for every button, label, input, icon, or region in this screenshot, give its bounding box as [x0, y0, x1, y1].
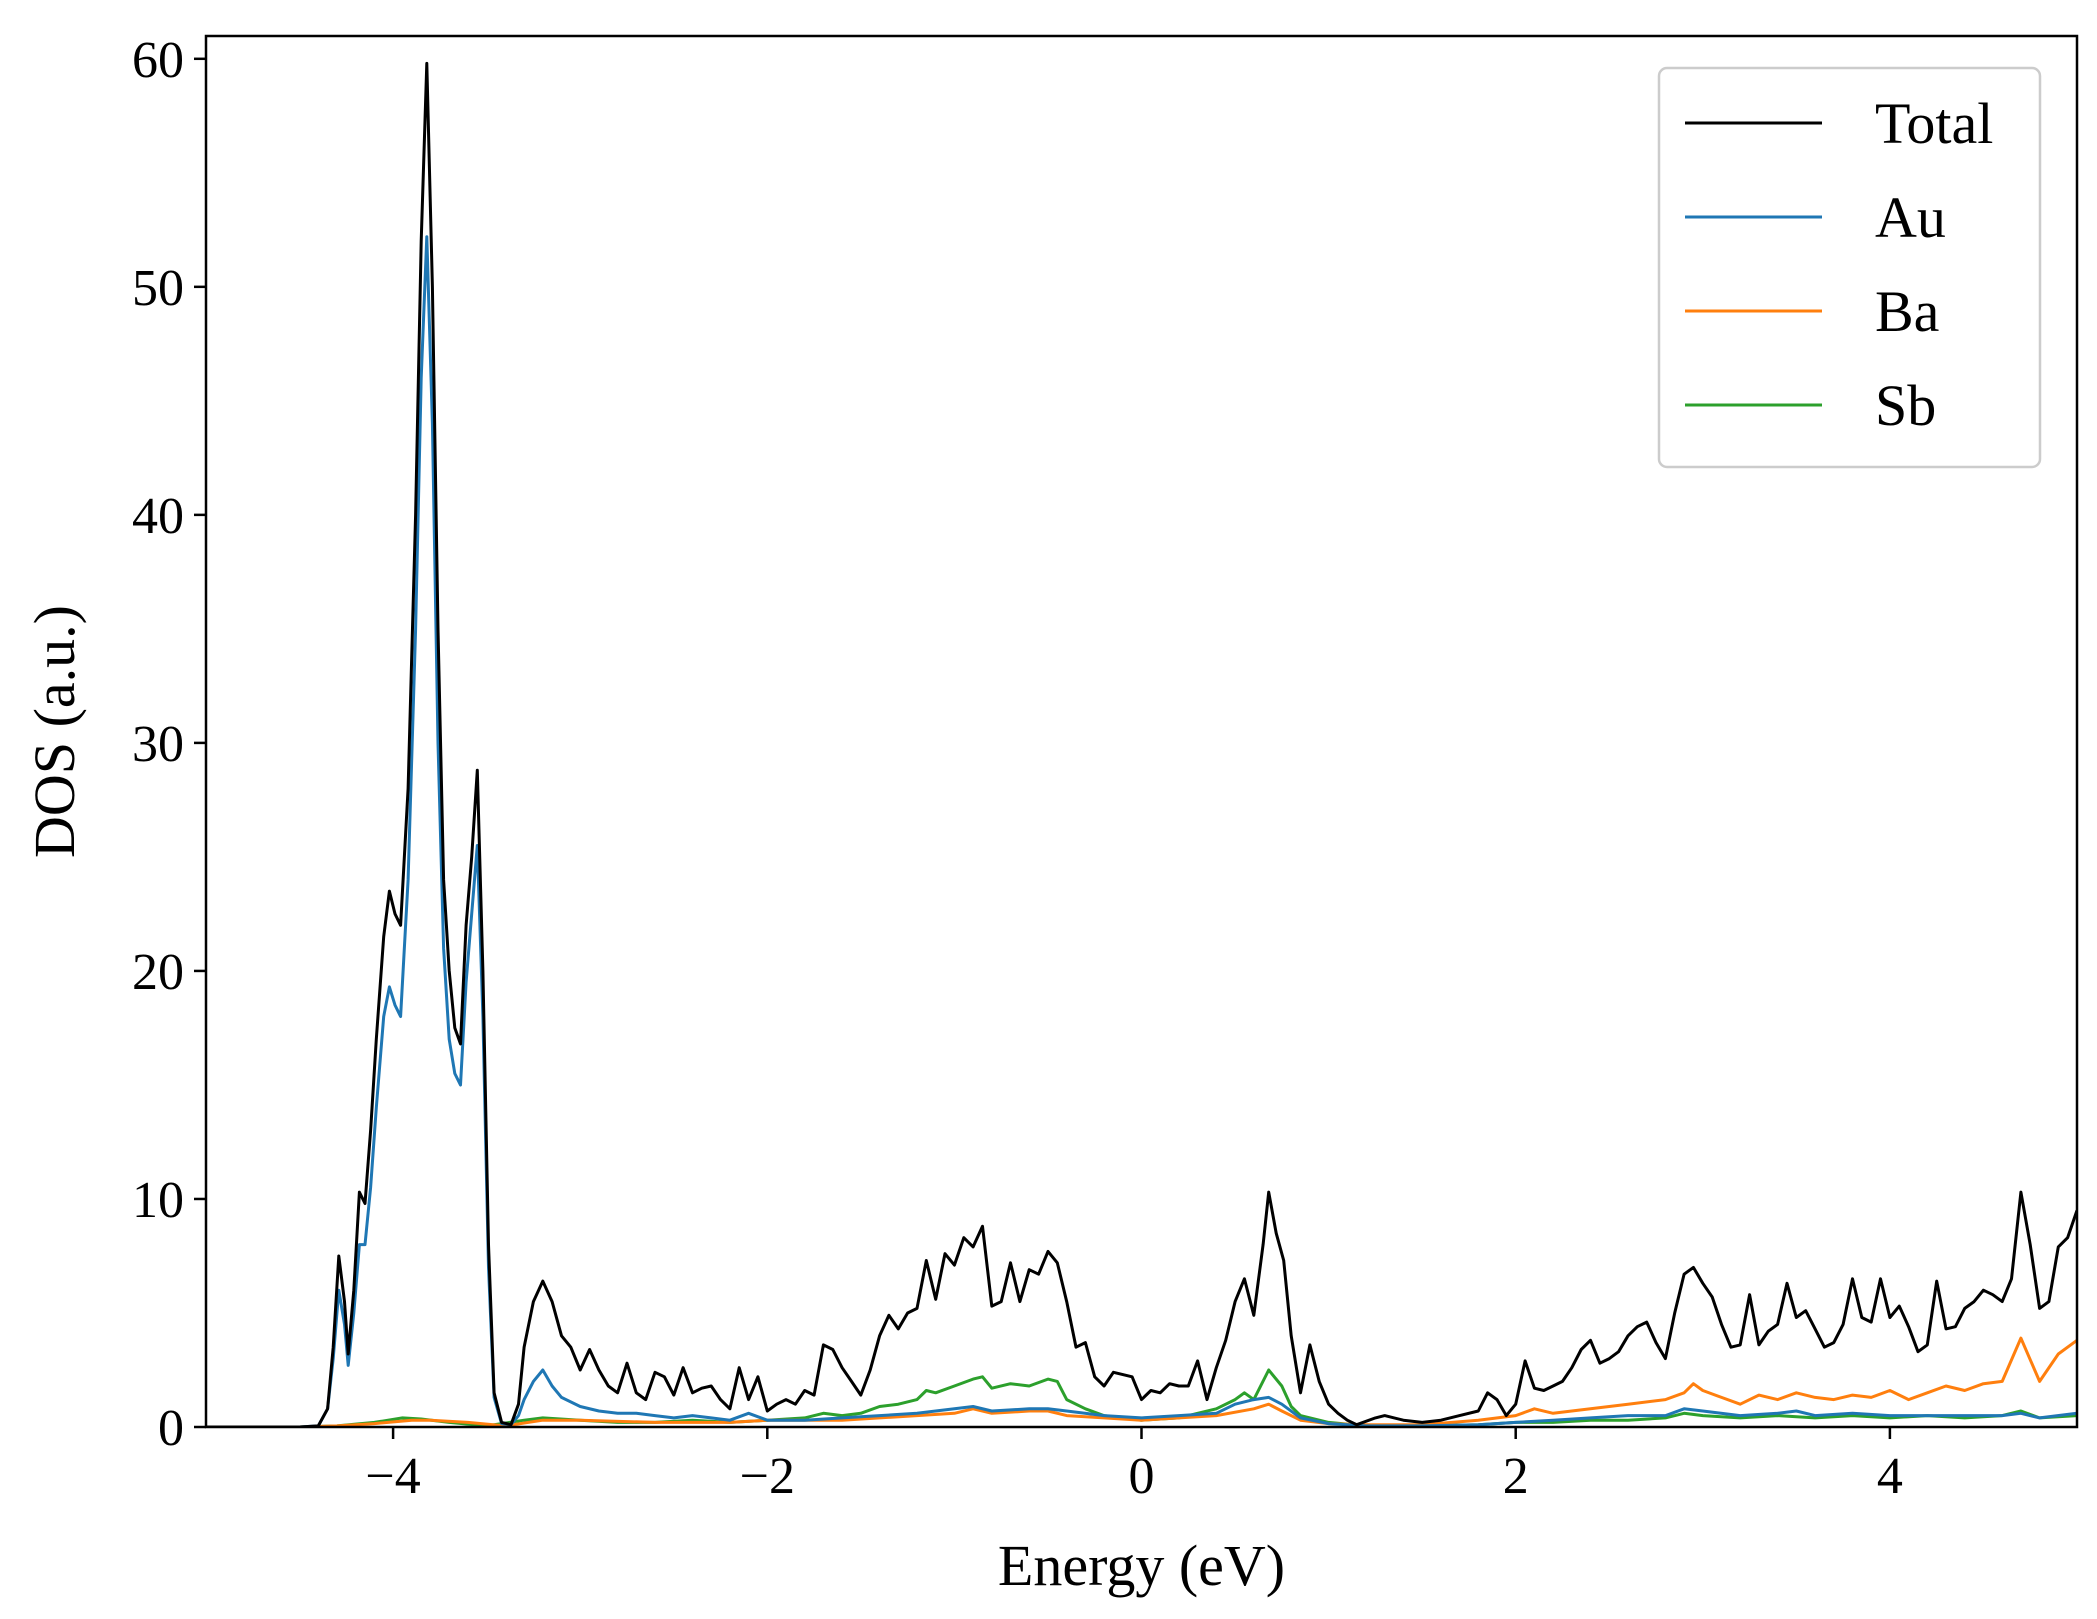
legend-label-total: Total: [1875, 91, 1993, 156]
y-tick-label: 50: [132, 260, 184, 317]
legend-label-au: Au: [1875, 185, 1946, 250]
x-tick-label: 0: [1129, 1448, 1155, 1505]
y-tick-label: 60: [132, 32, 184, 89]
series-layer: [206, 61, 2077, 1427]
y-tick-label: 30: [132, 716, 184, 773]
y-tick-label: 10: [132, 1172, 184, 1229]
legend: Total Au Ba Sb: [1657, 66, 2042, 469]
series-line-total: [206, 61, 2077, 1427]
x-tick-label: −2: [740, 1448, 795, 1505]
y-tick-label: 40: [132, 488, 184, 545]
y-tick-label: 0: [158, 1400, 184, 1457]
series-line-ba: [206, 1336, 2077, 1427]
x-tick-label: 4: [1877, 1448, 1903, 1505]
series-line-au: [206, 235, 2077, 1427]
x-tick-label: 2: [1503, 1448, 1529, 1505]
legend-label-ba: Ba: [1875, 279, 1939, 344]
x-tick-label: −4: [365, 1448, 420, 1505]
y-axis-title: DOS (a.u.): [22, 605, 87, 858]
legend-box: [1657, 66, 2042, 469]
y-tick-label: 20: [132, 944, 184, 1001]
legend-label-sb: Sb: [1875, 373, 1936, 438]
x-axis-title: Energy (eV): [998, 1533, 1285, 1598]
